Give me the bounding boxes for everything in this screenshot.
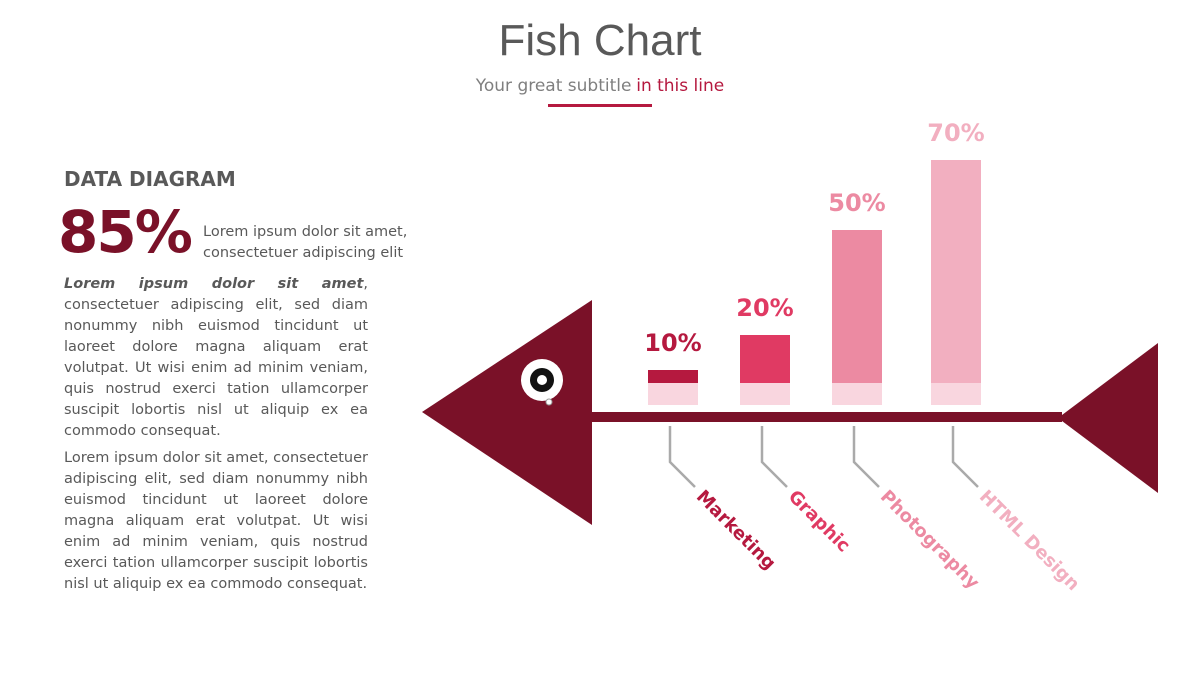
stat-text: Lorem ipsum dolor sit amet, consectetuer… — [203, 224, 408, 261]
subtitle: Your great subtitle in this line — [0, 76, 1200, 96]
bar — [648, 370, 698, 383]
bar — [740, 335, 790, 383]
title: Fish Chart — [498, 16, 702, 65]
connector — [760, 426, 788, 488]
connector — [951, 426, 979, 488]
fish-spine — [590, 412, 1062, 422]
paragraph: Lorem ipsum dolor sit amet, consectetuer… — [64, 274, 368, 442]
fish-tail — [1058, 343, 1158, 493]
title-underline — [548, 104, 652, 107]
paragraph-text: , consectetuer adipiscing elit, sed diam… — [64, 276, 368, 439]
heading: DATA DIAGRAM — [64, 167, 236, 191]
category-label: Photography — [876, 486, 983, 593]
subtitle-text: Your great subtitle — [475, 76, 632, 96]
category-label: Graphic — [784, 486, 854, 556]
value-label: 50% — [828, 189, 885, 217]
fish-head — [422, 300, 592, 525]
connector — [668, 426, 696, 488]
bar — [832, 230, 882, 383]
paragraph: Lorem ipsum dolor sit amet, consectetuer… — [64, 448, 368, 595]
bar — [931, 160, 981, 383]
value-label: 20% — [736, 294, 793, 322]
value-label: 70% — [927, 119, 984, 147]
paragraph-lead: Lorem ipsum dolor sit amet — [64, 276, 364, 292]
value-label: 10% — [644, 329, 701, 357]
category-label: Marketing — [692, 486, 780, 574]
connector — [852, 426, 880, 488]
paragraph-text: Lorem ipsum dolor sit amet, consectetuer… — [64, 450, 368, 592]
stat: 85% — [58, 198, 193, 266]
fish-pupil-light — [537, 375, 547, 385]
subtitle-highlight: in this line — [636, 76, 725, 96]
fish-bubble — [545, 398, 553, 406]
category-label: HTML Design — [975, 486, 1084, 595]
